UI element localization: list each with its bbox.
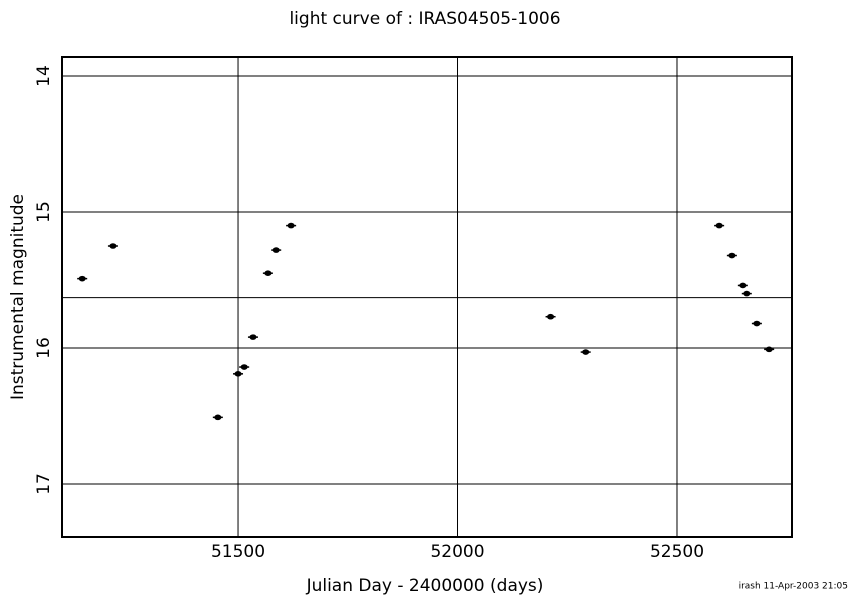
data-point xyxy=(753,320,761,327)
y-tick-label: 15 xyxy=(34,201,54,223)
y-tick-label: 17 xyxy=(34,473,54,495)
data-point xyxy=(78,275,86,282)
y-axis-label: Instrumental magnitude xyxy=(8,194,28,400)
data-point xyxy=(582,349,590,355)
data-point xyxy=(272,247,280,253)
data-point xyxy=(234,371,242,377)
data-point xyxy=(240,364,248,370)
x-axis-label: Julian Day - 2400000 (days) xyxy=(306,576,544,596)
plot-frame xyxy=(61,56,793,538)
data-point xyxy=(743,290,751,297)
chart-title: light curve of : IRAS04505-1006 xyxy=(289,9,560,29)
data-point xyxy=(214,414,222,421)
data-point xyxy=(287,222,295,229)
x-tick-label: 52500 xyxy=(650,542,704,562)
data-point xyxy=(728,252,736,259)
y-tick-label: 14 xyxy=(34,65,54,87)
x-tick-label: 52000 xyxy=(430,542,484,562)
x-tick-label: 51500 xyxy=(211,542,265,562)
y-tick-label: 16 xyxy=(34,337,54,359)
data-point xyxy=(715,222,723,229)
data-point xyxy=(739,282,747,289)
data-point xyxy=(249,334,257,340)
data-point xyxy=(547,313,555,320)
data-point xyxy=(109,243,117,249)
data-point xyxy=(264,270,272,277)
data-point xyxy=(765,346,773,353)
footer: irash 11-Apr-2003 21:05 xyxy=(739,582,848,592)
